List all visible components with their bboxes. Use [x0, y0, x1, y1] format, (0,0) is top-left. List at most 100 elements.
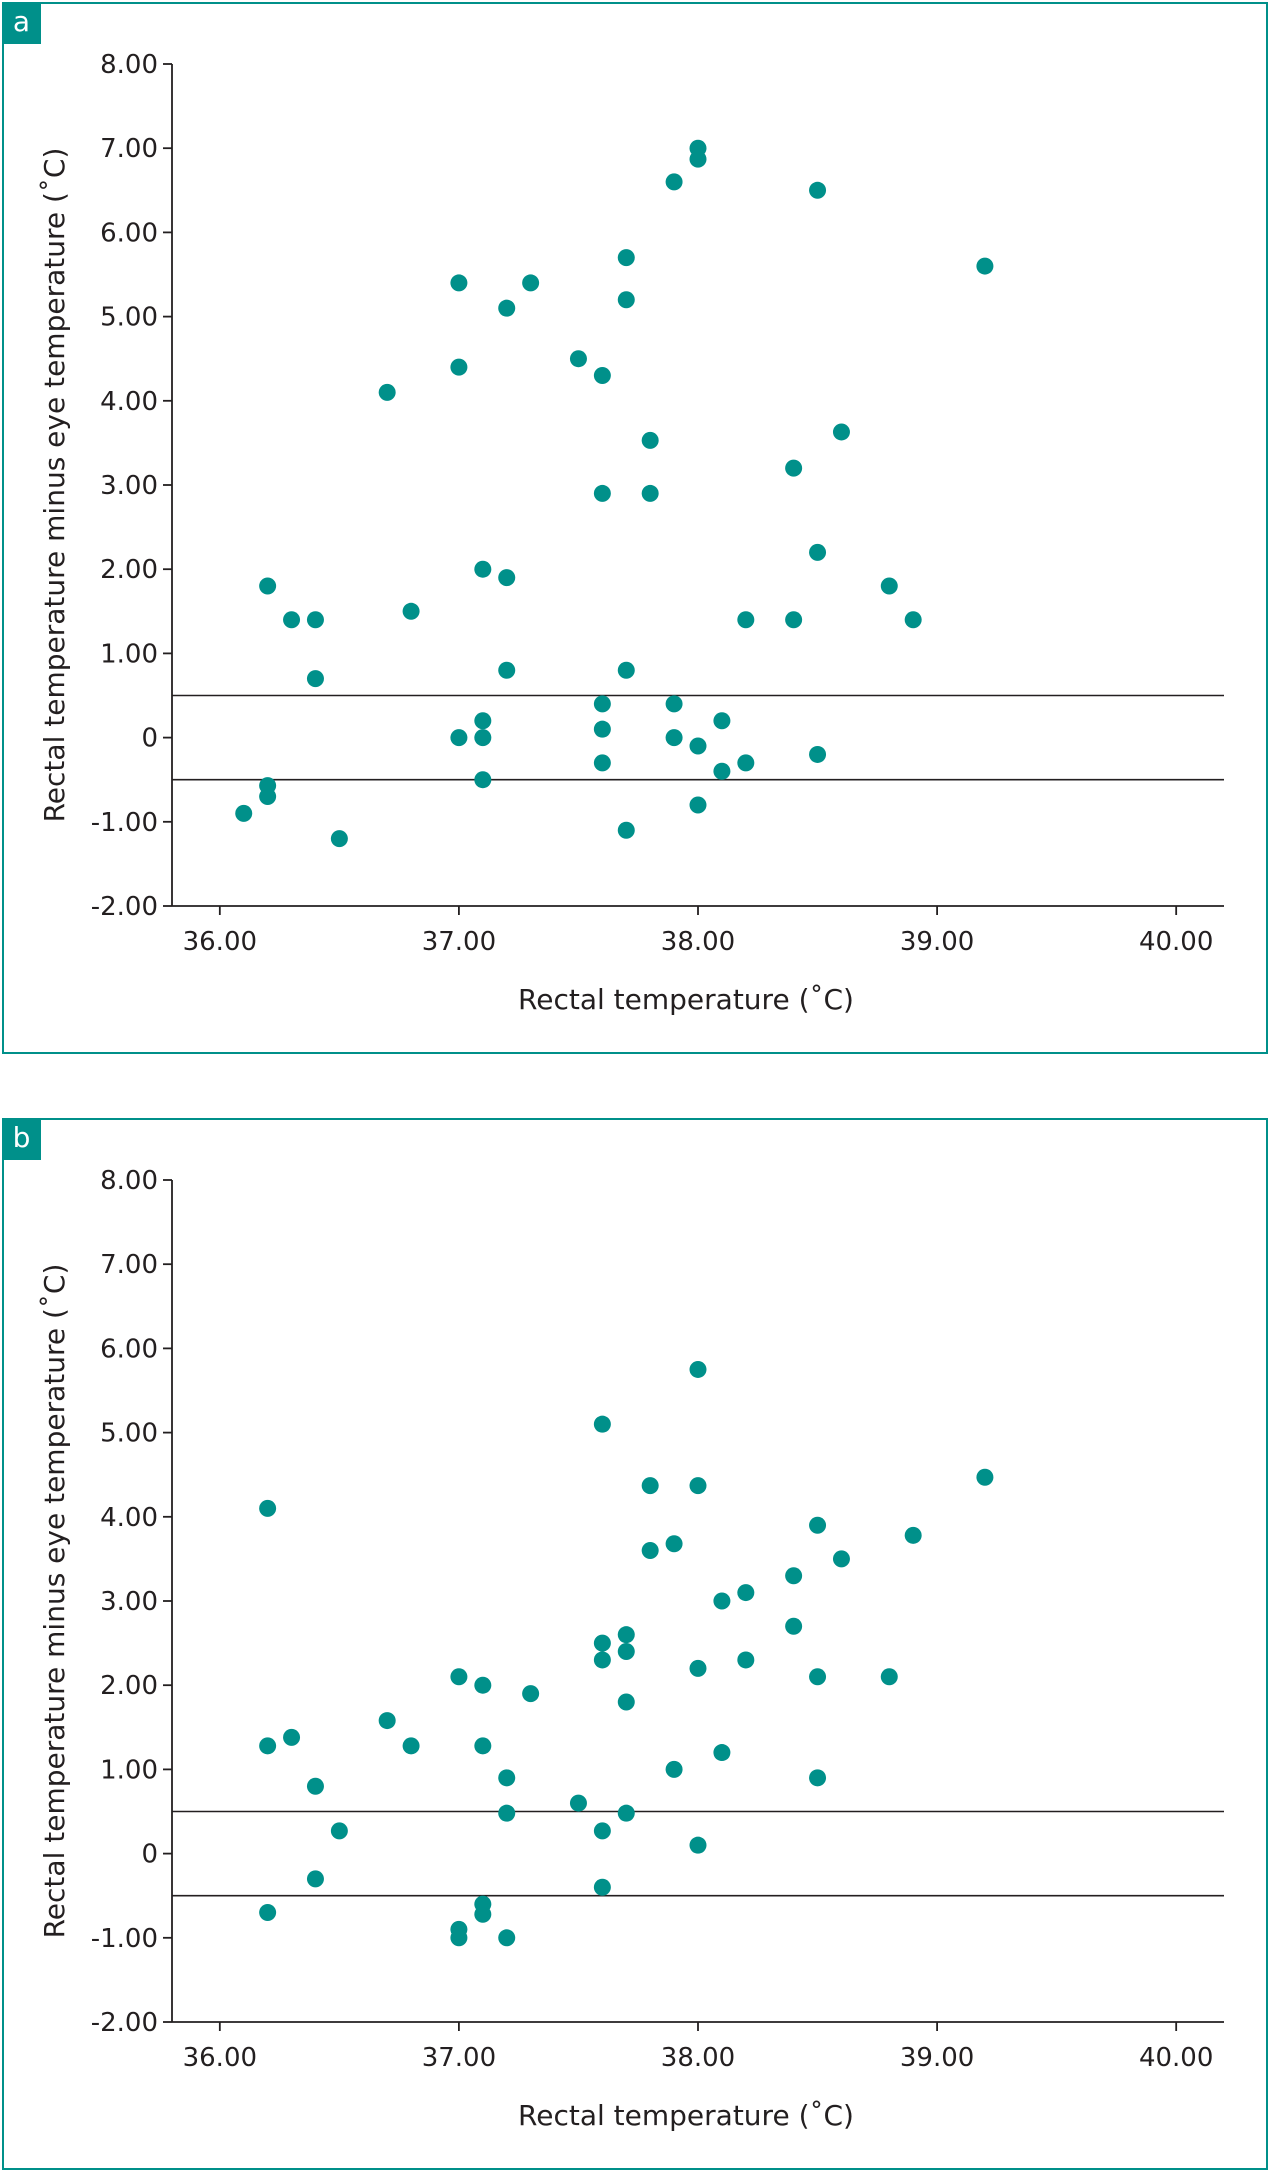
data-point	[689, 1477, 707, 1495]
data-point	[593, 695, 611, 713]
data-point	[617, 661, 635, 679]
data-point	[689, 1360, 707, 1378]
data-point	[617, 1643, 635, 1661]
y-tick-label: 6.00	[100, 1334, 158, 1364]
data-point	[617, 821, 635, 839]
data-point	[259, 1737, 277, 1755]
y-axis-title: Rectal temperature minus eye temperature…	[38, 1264, 71, 1939]
data-point	[283, 611, 301, 629]
data-point	[259, 1499, 277, 1517]
data-point	[593, 1878, 611, 1896]
x-axis-title: Rectal temperature (˚C)	[518, 2099, 854, 2132]
data-point	[689, 737, 707, 755]
data-point	[832, 423, 850, 441]
y-tick-label: 0	[141, 1840, 158, 1870]
x-tick-label: 40.00	[1139, 927, 1213, 957]
x-axis-title: Rectal temperature (˚C)	[518, 983, 854, 1016]
scatter-plot-b: 8.00 7.00 6.00 5.00 4.00 3.00 2.00 1.00 0 -1.00 -2…	[38, 1166, 1224, 2132]
y-axis-title: Rectal temperature minus eye temperature…	[38, 148, 71, 823]
x-tick-label: 36.00	[183, 2043, 257, 2073]
data-point	[474, 712, 492, 730]
y-tick-label: 0	[141, 724, 158, 754]
y-tick-label: 4.00	[100, 387, 158, 417]
data-point	[785, 1617, 803, 1635]
data-point	[641, 431, 659, 449]
y-tick-label: 5.00	[100, 303, 158, 333]
panel-label: a	[2, 2, 41, 44]
data-point	[737, 1651, 755, 1669]
data-point	[737, 1584, 755, 1602]
data-point	[569, 350, 587, 368]
data-point	[306, 670, 324, 688]
data-point	[593, 1822, 611, 1840]
data-point	[689, 796, 707, 814]
x-tick-label: 39.00	[900, 927, 974, 957]
panel-label: b	[2, 1118, 41, 1160]
data-point	[689, 150, 707, 168]
data-point	[593, 720, 611, 738]
data-point	[976, 257, 994, 275]
data-point	[713, 712, 731, 730]
x-tick-label: 36.00	[183, 927, 257, 957]
scatter-plot-a: 8.00 7.00 6.00 5.00 4.00 3.00 2.00 1.00 0 -1.00 -2…	[38, 50, 1224, 1016]
data-point	[474, 729, 492, 747]
data-point	[593, 754, 611, 772]
y-tick-label: 8.00	[100, 50, 158, 80]
data-point	[593, 1415, 611, 1433]
data-point	[259, 577, 277, 595]
data-point	[498, 1929, 516, 1947]
y-tick-label: 5.00	[100, 1419, 158, 1449]
data-point	[330, 830, 348, 848]
data-point	[665, 729, 683, 747]
panel-a: a 8.00 7.00 6.00 5.00 4.00 3.00 2.00 1.00 0 -1.00…	[2, 2, 1268, 1054]
data-point	[474, 1905, 492, 1923]
data-point	[378, 383, 396, 401]
data-point	[474, 560, 492, 578]
x-tick-label: 38.00	[661, 927, 735, 957]
x-tick-label: 37.00	[422, 927, 496, 957]
data-point	[498, 569, 516, 587]
data-point	[880, 1668, 898, 1686]
data-point	[809, 1516, 827, 1534]
data-point	[617, 1693, 635, 1711]
data-point	[474, 1737, 492, 1755]
data-point	[665, 173, 683, 191]
data-point	[665, 1760, 683, 1778]
data-point	[617, 1626, 635, 1644]
panel-b: b 8.00 7.00 6.00 5.00 4.00 3.00 2.00 1.00 0 -1.00…	[2, 1118, 1268, 2170]
data-point	[450, 1929, 468, 1947]
data-point	[785, 459, 803, 477]
x-tick-label: 40.00	[1139, 2043, 1213, 2073]
data-point	[498, 661, 516, 679]
data-point	[593, 1634, 611, 1652]
data-point	[617, 249, 635, 267]
data-point	[737, 754, 755, 772]
data-point	[378, 1712, 396, 1730]
y-tick-label: 2.00	[100, 555, 158, 585]
data-point	[785, 611, 803, 629]
data-point	[593, 367, 611, 385]
data-point	[976, 1468, 994, 1486]
data-point	[832, 1550, 850, 1568]
data-point	[569, 1794, 587, 1812]
data-point	[809, 181, 827, 199]
data-point	[713, 1592, 731, 1610]
data-point	[498, 1804, 516, 1822]
data-point	[713, 762, 731, 780]
data-point	[904, 611, 922, 629]
data-point	[665, 1535, 683, 1553]
data-point	[617, 291, 635, 309]
data-point	[402, 1737, 420, 1755]
data-point	[713, 1744, 731, 1762]
data-point	[450, 729, 468, 747]
data-point	[259, 788, 277, 806]
y-tick-label: 7.00	[100, 134, 158, 164]
data-point	[641, 1477, 659, 1495]
y-tick-label: 8.00	[100, 1166, 158, 1196]
data-point	[330, 1822, 348, 1840]
data-point	[809, 745, 827, 763]
y-tick-label: -1.00	[91, 1924, 158, 1954]
data-point	[498, 299, 516, 317]
x-tick-label: 37.00	[422, 2043, 496, 2073]
data-point	[450, 274, 468, 292]
